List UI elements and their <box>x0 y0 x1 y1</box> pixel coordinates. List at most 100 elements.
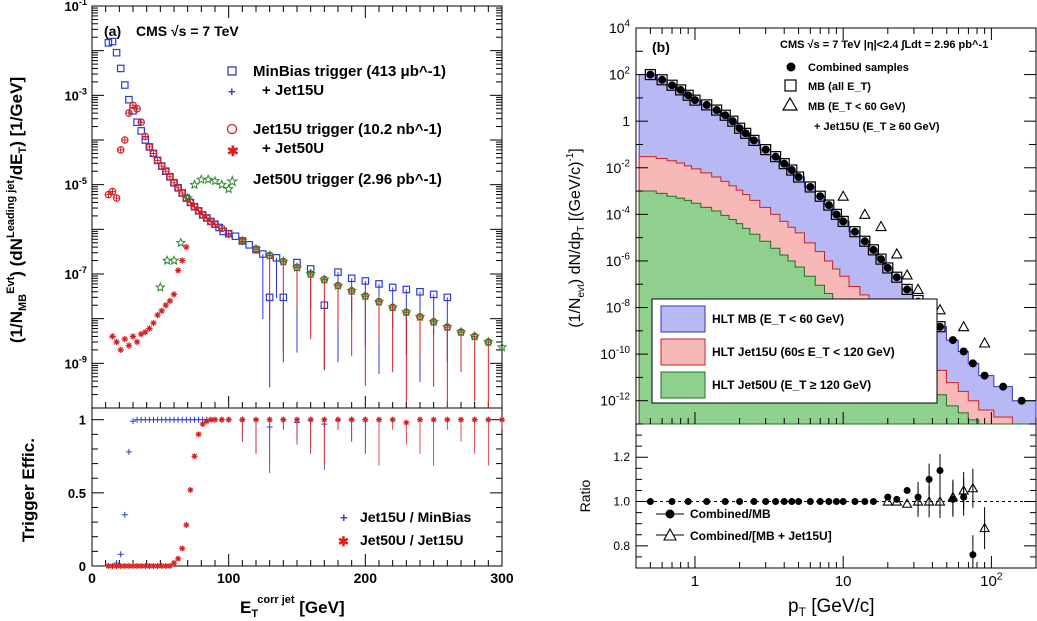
data-point <box>428 316 439 327</box>
data-point <box>728 117 737 126</box>
data-point <box>291 262 303 272</box>
legend-marker-mb-lt60 <box>781 96 799 111</box>
fill-legend-hlt-jet15u: HLT Jet15U (60≤ E_T < 120 GeV) <box>712 345 895 359</box>
data-point <box>347 274 356 283</box>
data-point <box>849 226 861 238</box>
legend-marker-mb-all <box>784 79 797 92</box>
data-point <box>187 486 194 493</box>
data-point <box>948 336 957 345</box>
data-point <box>832 210 841 219</box>
y-tick-label: 10-5 <box>64 176 87 193</box>
data-point <box>121 511 128 518</box>
y-tick-label: 10-10 <box>600 345 630 362</box>
data-point <box>166 563 173 569</box>
data-point <box>203 214 211 222</box>
data-point-stroke <box>159 308 165 314</box>
data-point-stroke <box>167 563 173 569</box>
data-point <box>837 215 849 227</box>
data-point-stroke <box>122 563 128 569</box>
y-tick-label: 1 <box>622 113 630 129</box>
panel-a-top-legend: MinBias trigger (413 μb^-1) + + Jet15U J… <box>226 63 446 189</box>
data-point <box>882 495 894 506</box>
data-point <box>736 498 744 506</box>
data-point <box>186 198 195 207</box>
data-point <box>166 173 174 181</box>
data-point <box>816 498 824 506</box>
data-point <box>120 81 129 89</box>
data-point <box>211 220 219 229</box>
data-point <box>967 482 979 493</box>
panel-a-experiment: CMS √s = 7 TeV <box>136 23 239 39</box>
data-point-stroke <box>167 298 173 304</box>
data-point <box>1017 396 1026 405</box>
legend-marker-jet50u-jet15u: ✱ <box>338 534 349 549</box>
y-tick-label: 1.2 <box>613 450 630 464</box>
panel-b-label: (b) <box>652 39 670 55</box>
data-point <box>224 229 233 238</box>
panel-b-bottom-frame <box>635 423 1037 569</box>
data-point <box>839 217 848 226</box>
data-point <box>387 301 398 312</box>
legend-marker-jet15u-minbias: + <box>340 510 348 525</box>
data-point <box>125 95 133 104</box>
data-point <box>116 146 125 154</box>
data-point <box>305 268 316 279</box>
data-point-stroke <box>163 302 169 308</box>
panel-b-top-ylabel: (1/Nevt) dN/dpT [(GeV/c)-1] <box>565 148 587 328</box>
data-point <box>780 498 788 506</box>
legend-minbias-plus: + <box>228 84 236 99</box>
data-point <box>923 495 935 506</box>
data-point <box>137 118 146 127</box>
data-point <box>121 563 128 569</box>
y-tick-label: 10-8 <box>606 298 631 315</box>
legend-marker-combined-mbjet <box>663 527 677 541</box>
data-point <box>196 174 207 185</box>
fill-legend-swatch-hlt-mb <box>660 305 706 333</box>
data-point <box>108 37 117 46</box>
data-point <box>947 491 959 502</box>
data-point <box>153 156 162 165</box>
data-point <box>360 290 371 301</box>
y-tick-label: 10-4 <box>606 205 631 222</box>
data-point <box>901 268 914 280</box>
data-point <box>158 307 165 315</box>
data-point-stroke <box>159 563 165 569</box>
data-point <box>772 498 780 506</box>
data-point-stroke <box>458 417 464 423</box>
data-point <box>804 181 816 193</box>
x-tick-label: 10 <box>835 573 852 590</box>
data-point <box>239 416 246 423</box>
data-point-stroke <box>126 342 132 349</box>
data-point <box>934 495 946 506</box>
data-point <box>806 182 815 191</box>
data-point <box>690 96 699 105</box>
data-point-stroke <box>130 333 136 340</box>
data-point <box>646 70 655 79</box>
data-point <box>957 320 970 332</box>
data-point-stroke <box>349 417 355 423</box>
data-point-stroke <box>134 339 140 345</box>
data-point <box>936 467 944 475</box>
data-point <box>319 274 330 285</box>
data-point-stroke <box>403 420 409 426</box>
x-tick-label: 300 <box>490 570 514 586</box>
data-point <box>307 416 314 423</box>
data-point <box>761 145 770 154</box>
data-point <box>108 187 117 196</box>
panel-a-top-ylabel: (1/NMBEvt) (dNLeading jet/dET) [1/GeV] <box>5 77 29 343</box>
panel-a-bottom-axes: 0 100 200 300 0 0.5 1 <box>68 413 514 586</box>
data-point-stroke <box>122 336 128 342</box>
data-point <box>121 136 129 144</box>
data-point <box>892 273 901 282</box>
data-point <box>175 237 187 248</box>
data-point <box>348 416 355 423</box>
panel-b: 104 102 1 10-2 10-4 10-6 10-8 10-10 10-12 1 10 102… <box>565 19 1037 619</box>
data-point <box>162 167 170 176</box>
data-point <box>877 255 886 264</box>
data-point <box>170 291 178 298</box>
data-point-stroke <box>200 421 206 427</box>
data-point <box>105 563 112 569</box>
data-point <box>183 522 190 529</box>
data-point <box>850 227 859 236</box>
data-point <box>245 241 253 249</box>
